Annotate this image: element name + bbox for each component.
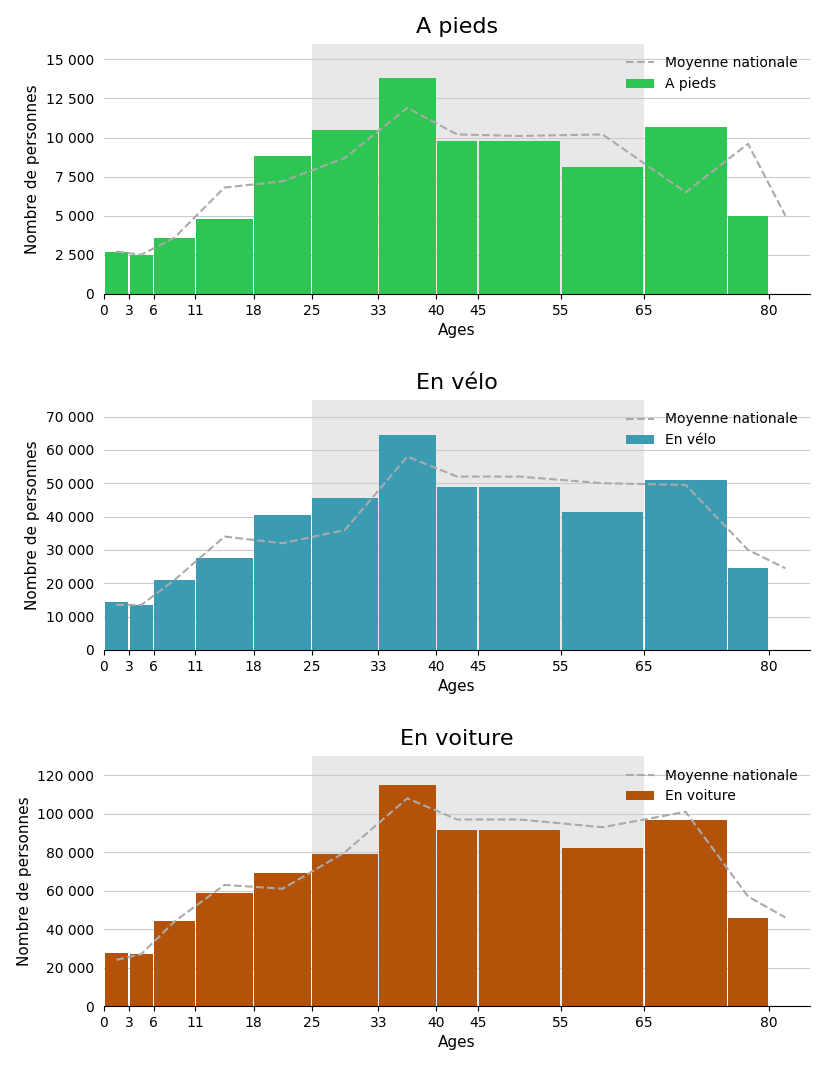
Bar	[379, 785, 436, 1006]
Bar	[437, 141, 477, 293]
Bar	[312, 44, 644, 293]
Title: En voiture: En voiture	[400, 729, 514, 749]
Bar	[254, 515, 311, 650]
Bar	[312, 757, 644, 1006]
Y-axis label: Nombre de personnes: Nombre de personnes	[26, 440, 41, 609]
Bar	[728, 216, 768, 293]
Bar	[479, 830, 561, 1006]
Bar	[313, 854, 377, 1006]
Bar	[104, 252, 128, 293]
Bar	[645, 480, 727, 650]
Bar	[155, 238, 194, 293]
Bar	[645, 819, 727, 1006]
Bar	[130, 255, 153, 293]
Bar	[728, 918, 768, 1006]
Bar	[313, 498, 377, 650]
Title: En vélo: En vélo	[416, 372, 498, 393]
Bar	[645, 127, 727, 293]
Title: A pieds: A pieds	[416, 17, 498, 36]
Y-axis label: Nombre de personnes: Nombre de personnes	[26, 84, 41, 254]
Legend: Moyenne nationale, En voiture: Moyenne nationale, En voiture	[621, 763, 803, 809]
Bar	[196, 893, 253, 1006]
Bar	[254, 156, 311, 293]
X-axis label: Ages: Ages	[438, 323, 476, 338]
Bar	[313, 130, 377, 293]
Bar	[130, 954, 153, 1006]
Bar	[104, 602, 128, 650]
Legend: Moyenne nationale, En vélo: Moyenne nationale, En vélo	[621, 407, 803, 452]
X-axis label: Ages: Ages	[438, 1035, 476, 1050]
Bar	[379, 78, 436, 293]
Bar	[728, 569, 768, 650]
Bar	[155, 922, 194, 1006]
Bar	[312, 400, 644, 650]
Bar	[379, 435, 436, 650]
Bar	[437, 487, 477, 650]
Bar	[254, 874, 311, 1006]
Legend: Moyenne nationale, A pieds: Moyenne nationale, A pieds	[621, 51, 803, 97]
Bar	[562, 511, 643, 650]
Bar	[479, 141, 561, 293]
Bar	[479, 487, 561, 650]
Bar	[130, 605, 153, 650]
Bar	[562, 848, 643, 1006]
Y-axis label: Nombre de personnes: Nombre de personnes	[17, 796, 31, 966]
Bar	[196, 558, 253, 650]
Bar	[437, 830, 477, 1006]
Bar	[562, 168, 643, 293]
Bar	[155, 580, 194, 650]
X-axis label: Ages: Ages	[438, 680, 476, 695]
Bar	[196, 219, 253, 293]
Bar	[104, 953, 128, 1006]
